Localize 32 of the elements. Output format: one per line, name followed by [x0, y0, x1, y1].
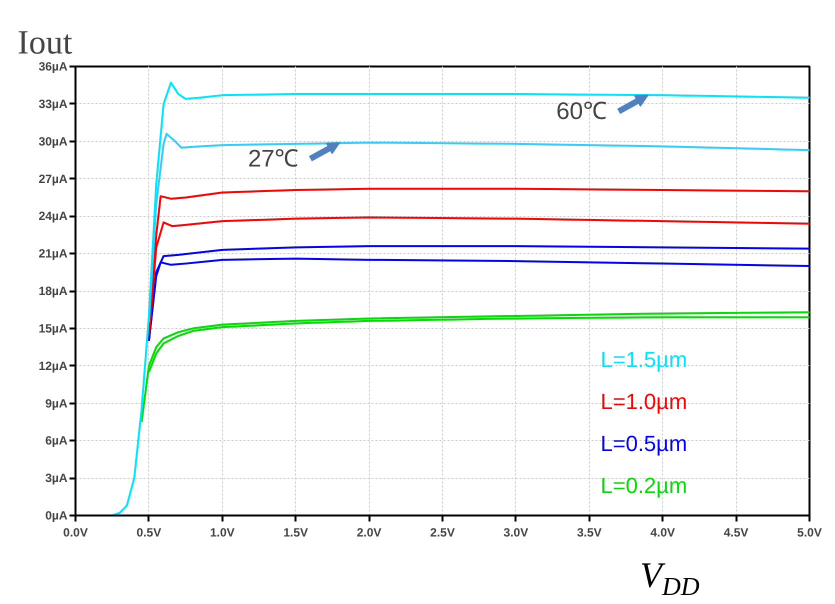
y-tick-label: 27µA — [38, 172, 68, 186]
x-tick-label: 3.5V — [576, 526, 602, 540]
y-tick-label: 0µA — [45, 508, 68, 522]
text: L=0.2µm — [600, 473, 688, 498]
x-tick-label: 1.0V — [210, 526, 235, 540]
x-tick-label: 3.0V — [504, 526, 528, 540]
text: L=1.0µm — [600, 389, 688, 414]
x-tick-label: 2.0V — [356, 526, 382, 540]
annotation: 27℃ — [248, 145, 299, 172]
y-tick-label: 9µA — [45, 396, 68, 410]
y-tick-label: 30µA — [38, 134, 68, 148]
x-tick-label: 2.5V — [430, 526, 455, 540]
text: L=0.5µm — [600, 431, 688, 456]
y-tick-label: 21µA — [38, 246, 68, 261]
y-tick-label: 3µA — [45, 471, 68, 486]
x-tick-label: 4.0V — [650, 526, 676, 540]
x-tick-label: 4.5V — [724, 526, 748, 540]
y-tick-label: 12µA — [38, 358, 68, 373]
y-tick-label: 36µA — [38, 60, 68, 74]
y-axis-title: Iout — [18, 24, 73, 62]
y-tick-label: 6µA — [45, 434, 68, 448]
x-tick-label: 1.5V — [283, 526, 308, 540]
x-tick-label: 5.0V — [797, 526, 822, 540]
y-tick-label: 24µA — [38, 209, 68, 224]
x-axis-title: V$_{DD}$ — [640, 555, 700, 604]
y-tick-label: 33µA — [38, 96, 68, 111]
text: L=1.5µm — [600, 347, 688, 372]
y-tick-label: 18µA — [38, 284, 68, 298]
x-tick-label: 0.0V — [63, 526, 88, 540]
x-tick-label: 0.5V — [136, 526, 162, 540]
annotation: 60℃ — [556, 98, 607, 125]
y-tick-label: 15µA — [38, 321, 68, 336]
